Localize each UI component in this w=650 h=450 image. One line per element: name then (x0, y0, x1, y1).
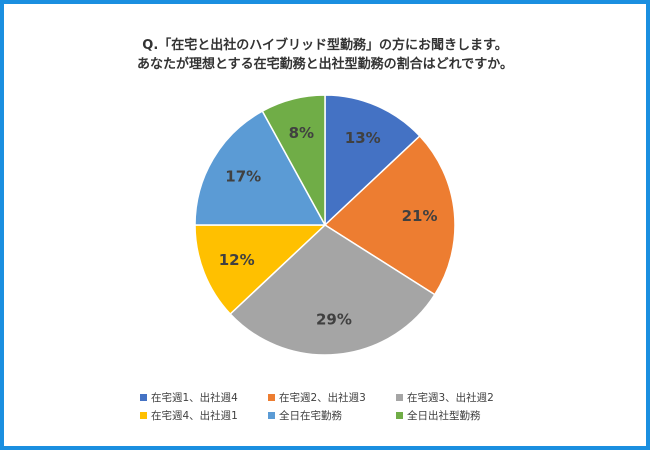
legend-swatch (268, 411, 275, 419)
legend-label: 在宅週4、出社週1 (151, 409, 238, 422)
legend-row-2: 在宅週4、出社週1 全日在宅勤務 全日出社型勤務 (140, 406, 560, 424)
slice-zaitaku1 (324, 94, 421, 227)
data-label: 13% (345, 129, 381, 147)
legend-item: 在宅週3、出社週2 (396, 390, 524, 405)
data-label: 17% (225, 168, 261, 186)
legend-item: 全日在宅勤務 (268, 408, 396, 423)
legend-label: 在宅週2、出社週3 (279, 391, 366, 404)
legend-item: 在宅週1、出社週4 (140, 390, 268, 405)
slice-zaitaku2 (323, 134, 456, 296)
data-label: 21% (402, 207, 438, 225)
title-line-1: Q.「在宅と出社のハイブリッド型勤務」の方にお聞きします。 (142, 38, 508, 53)
legend-label: 全日在宅勤務 (279, 409, 342, 422)
data-label: 8% (289, 124, 314, 142)
legend-item: 在宅週2、出社週3 (268, 390, 396, 405)
legend-item: 全日出社型勤務 (396, 408, 524, 423)
slice-all-remote (194, 110, 327, 226)
data-label: 29% (316, 311, 352, 329)
slice-zaitaku3 (229, 224, 436, 356)
slice-all-office (261, 94, 326, 226)
legend-swatch (140, 411, 147, 419)
legend: 在宅週1、出社週4 在宅週2、出社週3 在宅週3、出社週2 在宅週4、出社週1 … (140, 388, 560, 424)
data-label: 12% (219, 251, 255, 269)
legend-item: 在宅週4、出社週1 (140, 408, 268, 423)
legend-label: 全日出社型勤務 (407, 409, 481, 422)
legend-row-1: 在宅週1、出社週4 在宅週2、出社週3 在宅週3、出社週2 (140, 388, 560, 406)
legend-label: 在宅週1、出社週4 (151, 391, 238, 404)
legend-label: 在宅週3、出社週2 (407, 391, 494, 404)
chart-title: Q.「在宅と出社のハイブリッド型勤務」の方にお聞きします。 あなたが理想とする在… (0, 36, 650, 74)
title-line-2: あなたが理想とする在宅勤務と出社型勤務の割合はどれですか。 (137, 57, 513, 72)
legend-swatch (396, 411, 403, 419)
legend-swatch (268, 393, 275, 401)
legend-swatch (396, 393, 403, 401)
legend-swatch (140, 393, 147, 401)
slice-zaitaku4 (194, 224, 327, 316)
